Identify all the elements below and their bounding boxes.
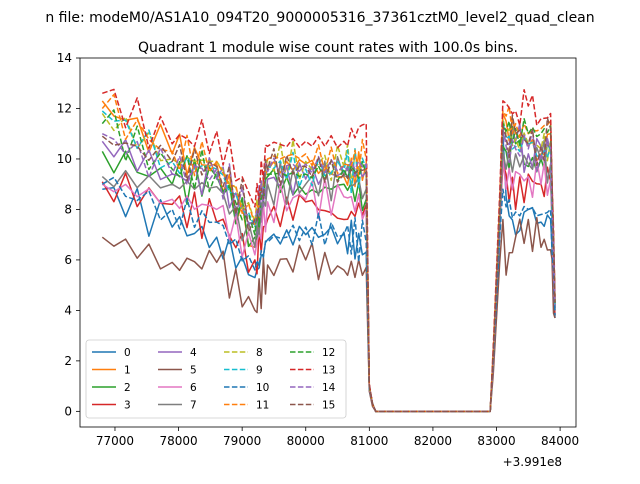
y-tick-label: 8 bbox=[64, 202, 72, 216]
x-tick-label: 84000 bbox=[541, 434, 579, 448]
x-tick-label: 78000 bbox=[159, 434, 197, 448]
legend-label-0: 0 bbox=[124, 347, 131, 359]
legend-label-2: 2 bbox=[124, 382, 131, 394]
series-line-15 bbox=[101, 114, 556, 413]
series-line-14 bbox=[101, 127, 556, 413]
y-tick-label: 10 bbox=[57, 152, 72, 166]
legend-label-3: 3 bbox=[124, 400, 131, 412]
y-tick-label: 2 bbox=[64, 354, 72, 368]
series-line-7 bbox=[101, 139, 556, 413]
legend-label-10: 10 bbox=[256, 382, 269, 394]
legend-label-8: 8 bbox=[256, 347, 263, 359]
y-tick-label: 4 bbox=[64, 303, 72, 317]
legend-label-5: 5 bbox=[190, 365, 197, 377]
plot-area bbox=[79, 57, 577, 428]
series-line-0 bbox=[102, 132, 556, 413]
x-tick-label: 81000 bbox=[350, 434, 388, 448]
legend-label-13: 13 bbox=[322, 365, 335, 377]
series-line-9 bbox=[101, 110, 556, 413]
y-tick-label: 14 bbox=[57, 51, 72, 65]
legend-label-7: 7 bbox=[190, 400, 197, 412]
x-tick-label: 77000 bbox=[96, 434, 134, 448]
legend-label-12: 12 bbox=[322, 347, 335, 359]
x-offset-label: +3.991e8 bbox=[503, 455, 562, 469]
series-line-2 bbox=[101, 125, 556, 413]
x-tick-label: 83000 bbox=[477, 434, 515, 448]
figure-suptitle: n file: modeM0/AS1A10_094T20_9000005316_… bbox=[45, 10, 594, 26]
legend-label-11: 11 bbox=[256, 400, 269, 412]
x-axis: 77000 78000 79000 80000 81000 82000 83000 84000 bbox=[96, 427, 579, 448]
y-axis: 0 2 4 6 8 10 12 14 bbox=[57, 51, 80, 418]
series-line-3 bbox=[101, 163, 556, 413]
series-line-13 bbox=[102, 88, 556, 413]
x-tick-label: 80000 bbox=[287, 434, 325, 448]
series-line-12 bbox=[101, 109, 556, 413]
x-tick-label: 79000 bbox=[223, 434, 261, 448]
legend-box bbox=[85, 339, 347, 419]
plot-frame bbox=[79, 57, 577, 428]
x-tick-label: 82000 bbox=[414, 434, 452, 448]
chart-title: Quadrant 1 module wise count rates with … bbox=[138, 40, 518, 56]
legend-label-6: 6 bbox=[190, 382, 197, 394]
legend-label-4: 4 bbox=[190, 347, 197, 359]
legend-label-15: 15 bbox=[322, 400, 335, 412]
y-tick-label: 6 bbox=[64, 253, 72, 267]
series-line-10 bbox=[101, 176, 556, 413]
y-tick-label: 0 bbox=[64, 404, 72, 418]
y-tick-label: 12 bbox=[57, 101, 72, 115]
series-line-5 bbox=[101, 216, 556, 413]
legend-label-1: 1 bbox=[124, 365, 131, 377]
legend-label-9: 9 bbox=[256, 365, 263, 377]
legend-label-14: 14 bbox=[322, 382, 336, 394]
